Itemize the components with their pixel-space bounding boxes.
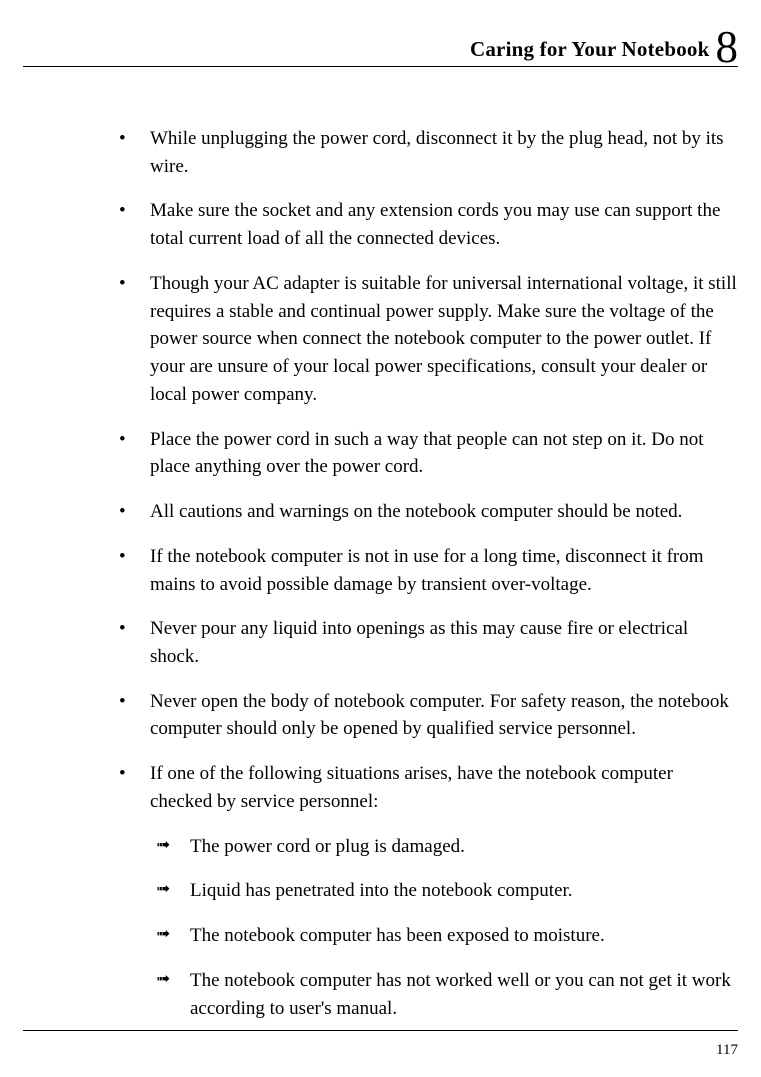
bullet-item: If the notebook computer is not in use f… <box>115 543 738 598</box>
bullet-item: Make sure the socket and any extension c… <box>115 197 738 252</box>
header-chapter-number: 8 <box>716 32 739 64</box>
header-title: Caring for Your Notebook <box>470 37 710 62</box>
sub-bullet-list: The power cord or plug is damaged. Liqui… <box>150 833 738 1023</box>
footer-rule <box>23 1030 738 1031</box>
page-header: Caring for Your Notebook 8 <box>23 26 738 67</box>
sub-bullet-item: The notebook computer has not worked wel… <box>150 967 738 1022</box>
bullet-item: All cautions and warnings on the noteboo… <box>115 498 738 526</box>
bullet-item: Never open the body of notebook computer… <box>115 688 738 743</box>
sub-bullet-item: Liquid has penetrated into the notebook … <box>150 877 738 905</box>
bullet-item-with-children: If one of the following situations arise… <box>115 760 738 1022</box>
main-bullet-list: While unplugging the power cord, disconn… <box>115 125 738 1022</box>
sub-bullet-item: The notebook computer has been exposed t… <box>150 922 738 950</box>
bullet-item: Never pour any liquid into openings as t… <box>115 615 738 670</box>
bullet-item: Though your AC adapter is suitable for u… <box>115 270 738 409</box>
sub-bullet-item: The power cord or plug is damaged. <box>150 833 738 861</box>
body-content: While unplugging the power cord, disconn… <box>23 125 738 1022</box>
bullet-item: Place the power cord in such a way that … <box>115 426 738 481</box>
bullet-item-text: If one of the following situations arise… <box>150 763 673 812</box>
page-container: Caring for Your Notebook 8 While unplugg… <box>0 0 761 1077</box>
bullet-item: While unplugging the power cord, disconn… <box>115 125 738 180</box>
page-number: 117 <box>716 1042 738 1059</box>
